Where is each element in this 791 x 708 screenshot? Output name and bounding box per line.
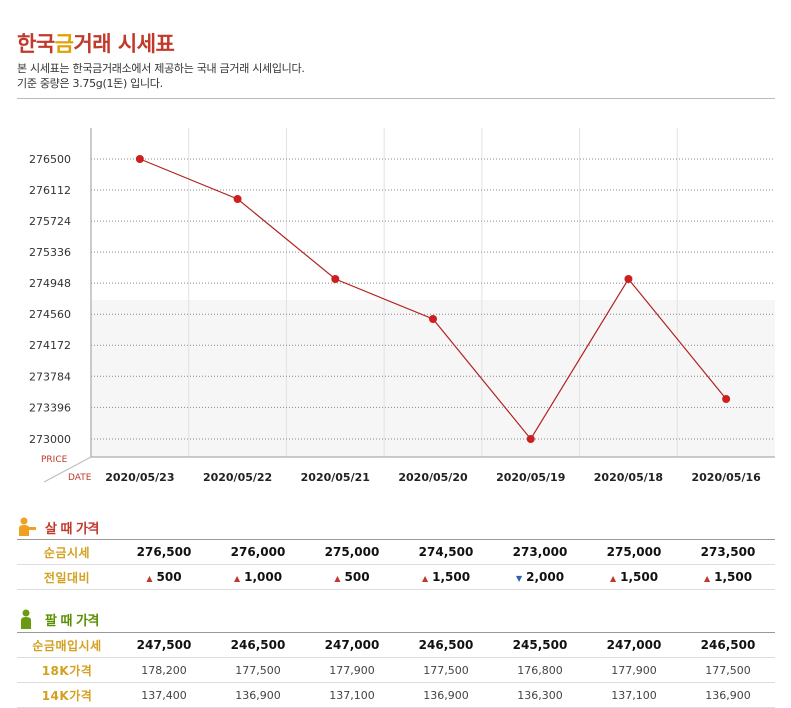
data-point (135, 155, 144, 163)
divider (17, 98, 775, 99)
corner-diagonal (43, 456, 92, 483)
table-cell: 247,000 (305, 632, 399, 658)
table-cell: 246,500 (681, 632, 775, 658)
row-label: 14K가격 (17, 682, 117, 708)
table-cell: 136,900 (211, 682, 305, 708)
row-label: 전일대비 (17, 564, 117, 590)
sell-section-heading: 팔 때 가격 (17, 608, 99, 630)
x-tick-label: 2020/05/20 (398, 471, 468, 484)
data-point (331, 275, 340, 283)
page-title: 한국금거래 시세표 (17, 32, 175, 56)
table-cell: 273,500 (681, 539, 775, 565)
table-cell: 136,300 (493, 682, 587, 708)
table-cell: 136,900 (681, 682, 775, 708)
table-cell: 247,000 (587, 632, 681, 658)
table-cell: 136,900 (399, 682, 493, 708)
table-cell: 275,000 (587, 539, 681, 565)
person-sell-icon (21, 609, 31, 629)
table-cell: 177,900 (587, 657, 681, 683)
table-cell: 245,500 (493, 632, 587, 658)
change-cell: ▲ 500 (305, 564, 399, 590)
y-tick-label: 274948 (29, 277, 71, 290)
description-line-1: 본 시세표는 한국금거래소에서 제공하는 국내 금거래 시세입니다. (17, 62, 305, 75)
table-cell: 178,200 (117, 657, 211, 683)
table-cell: 177,500 (211, 657, 305, 683)
plot-shade (91, 300, 775, 457)
change-cell: ▲ 500 (117, 564, 211, 590)
table-row: 순금매입시세 247,500 246,500 247,000 246,500 2… (17, 632, 775, 658)
table-cell: 246,500 (211, 632, 305, 658)
y-tick-label: 276112 (29, 184, 71, 197)
y-tick-label: 274172 (29, 339, 71, 352)
up-arrow-icon: ▲ (703, 574, 711, 583)
x-tick-label: 2020/05/16 (692, 471, 762, 484)
table-row: 18K가격 178,200 177,500 177,900 177,500 17… (17, 657, 775, 683)
change-cell: ▼ 2,000 (493, 564, 587, 590)
y-tick-label: 275724 (29, 215, 71, 228)
up-arrow-icon: ▲ (609, 574, 617, 583)
sell-price-table: 순금매입시세 247,500 246,500 247,000 246,500 2… (17, 632, 775, 708)
table-cell: 275,000 (305, 539, 399, 565)
x-tick-label: 2020/05/18 (594, 471, 663, 484)
person-buy-icon (19, 517, 36, 536)
y-tick-label: 273396 (29, 401, 71, 414)
table-cell: 137,100 (305, 682, 399, 708)
table-cell: 177,500 (681, 657, 775, 683)
y-axis-label: PRICE (41, 455, 68, 465)
x-tick-label: 2020/05/23 (105, 471, 174, 484)
table-cell: 137,100 (587, 682, 681, 708)
down-arrow-icon: ▼ (515, 574, 523, 583)
change-cell: ▲ 1,500 (399, 564, 493, 590)
price-line-chart: 276500 276112 275724 275336 274948 274560 2741… (29, 128, 775, 484)
data-point (526, 435, 535, 443)
table-cell: 273,000 (493, 539, 587, 565)
table-cell: 274,500 (399, 539, 493, 565)
y-tick-label: 276500 (29, 153, 71, 166)
y-tick-label: 273000 (29, 433, 71, 446)
x-axis-label: DATE (68, 473, 92, 483)
table-cell: 276,500 (117, 539, 211, 565)
buy-price-table: 순금시세 276,500 276,000 275,000 274,500 273… (17, 539, 775, 590)
data-point (624, 275, 633, 283)
table-cell: 137,400 (117, 682, 211, 708)
buy-section-heading: 살 때 가격 (17, 516, 99, 538)
x-tick-label: 2020/05/21 (301, 471, 370, 484)
table-cell: 247,500 (117, 632, 211, 658)
row-label: 순금시세 (17, 539, 117, 565)
data-point (429, 315, 437, 323)
table-cell: 177,500 (399, 657, 493, 683)
up-arrow-icon: ▲ (146, 574, 153, 583)
data-point (233, 195, 242, 203)
row-label: 순금매입시세 (17, 632, 117, 658)
table-row: 순금시세 276,500 276,000 275,000 274,500 273… (17, 539, 775, 565)
table-row: 전일대비 ▲ 500 ▲ 1,000 ▲ 500 ▲ 1,500 ▼ 2,000 ▲ 1,5… (17, 564, 775, 590)
row-label: 18K가격 (17, 657, 117, 683)
table-row: 14K가격 137,400 136,900 137,100 136,900 13… (17, 682, 775, 708)
description-line-2: 기준 중량은 3.75g(1돈) 입니다. (17, 77, 163, 90)
up-arrow-icon: ▲ (334, 574, 341, 583)
x-tick-label: 2020/05/22 (203, 471, 272, 484)
y-tick-label: 274560 (29, 308, 71, 321)
change-cell: ▲ 1,500 (587, 564, 681, 590)
y-tick-label: 273784 (29, 370, 71, 383)
table-cell: 176,800 (493, 657, 587, 683)
table-cell: 177,900 (305, 657, 399, 683)
table-cell: 246,500 (399, 632, 493, 658)
change-cell: ▲ 1,000 (211, 564, 305, 590)
data-point (722, 395, 731, 403)
table-cell: 276,000 (211, 539, 305, 565)
y-tick-label: 275336 (29, 246, 71, 259)
x-tick-label: 2020/05/19 (496, 471, 565, 484)
change-cell: ▲ 1,500 (681, 564, 775, 590)
up-arrow-icon: ▲ (421, 574, 429, 583)
up-arrow-icon: ▲ (233, 574, 241, 583)
